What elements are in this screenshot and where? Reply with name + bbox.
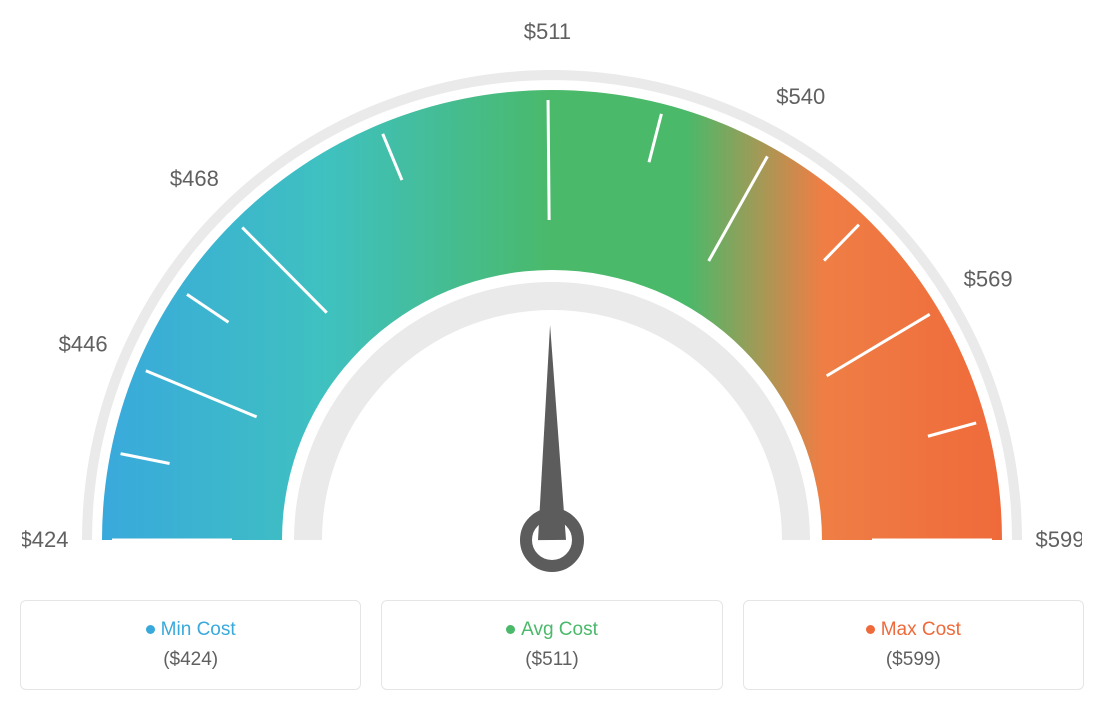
gauge-chart: $424 $446 $468 $511 $540 $569 $599 (20, 20, 1084, 580)
legend-label-text: Avg Cost (521, 619, 598, 640)
legend-row: Min Cost ($424) Avg Cost ($511) Max Cost… (20, 600, 1084, 690)
svg-text:$468: $468 (170, 166, 219, 191)
legend-value-min: ($424) (31, 649, 350, 671)
cost-gauge-widget: $424 $446 $468 $511 $540 $569 $599 Min Cost ($… (20, 20, 1084, 690)
svg-text:$446: $446 (59, 332, 108, 357)
legend-label-min: Min Cost (31, 619, 350, 641)
legend-label-avg: Avg Cost (392, 619, 711, 641)
legend-value-avg: ($511) (392, 649, 711, 671)
svg-text:$424: $424 (22, 527, 68, 552)
legend-value-max: ($599) (754, 649, 1073, 671)
legend-dot-avg (506, 625, 515, 634)
gauge-svg: $424 $446 $468 $511 $540 $569 $599 (22, 20, 1082, 580)
legend-dot-min (146, 625, 155, 634)
legend-dot-max (866, 625, 875, 634)
svg-text:$540: $540 (776, 84, 825, 109)
legend-label-text: Max Cost (881, 619, 961, 640)
legend-label-text: Min Cost (161, 619, 236, 640)
svg-text:$599: $599 (1036, 527, 1082, 552)
legend-card-max: Max Cost ($599) (743, 600, 1084, 690)
legend-card-min: Min Cost ($424) (20, 600, 361, 690)
svg-text:$569: $569 (964, 266, 1013, 291)
svg-text:$511: $511 (524, 20, 571, 44)
legend-card-avg: Avg Cost ($511) (381, 600, 722, 690)
legend-label-max: Max Cost (754, 619, 1073, 641)
